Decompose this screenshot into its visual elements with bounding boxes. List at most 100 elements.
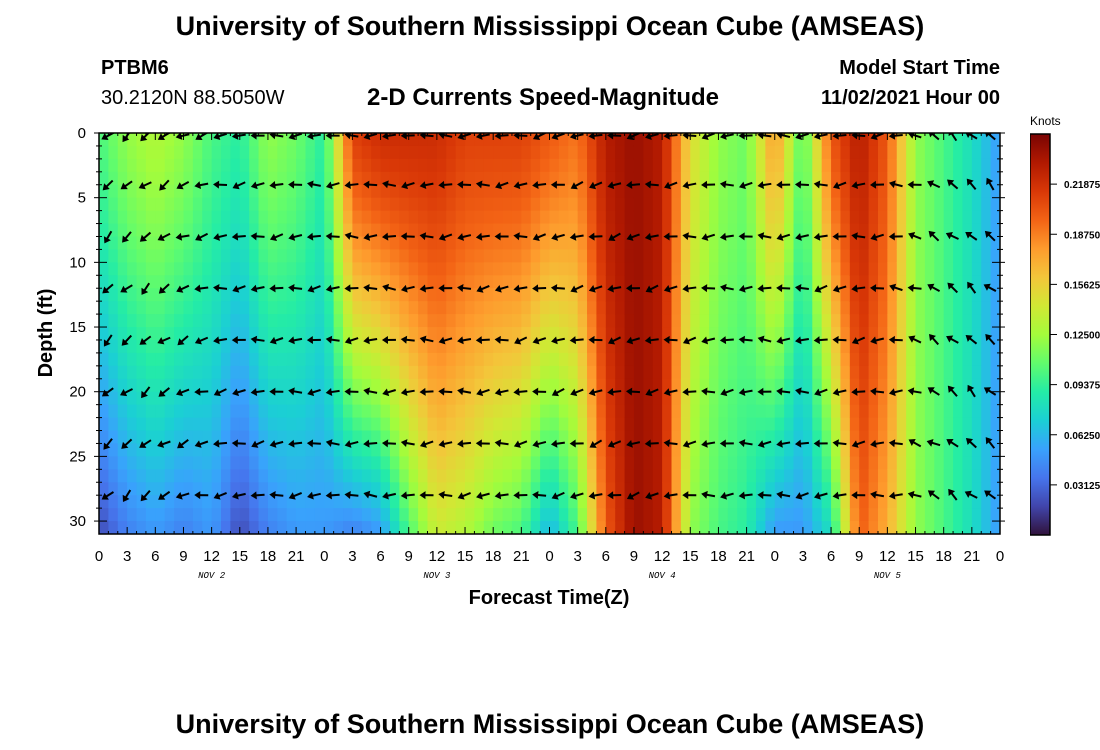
heatmap-cell	[849, 184, 860, 199]
heatmap-cell	[934, 352, 945, 367]
heatmap-cell	[633, 197, 644, 212]
heatmap-cell	[624, 495, 635, 509]
current-arrow-head	[570, 285, 578, 293]
heatmap-cell	[511, 508, 522, 522]
heatmap-cell	[455, 288, 466, 302]
heatmap-cell	[511, 378, 522, 393]
heatmap-cell	[558, 145, 569, 160]
heatmap-cell	[380, 404, 391, 419]
heatmap-cell	[249, 158, 260, 173]
heatmap-cell	[774, 443, 785, 457]
heatmap-cell	[465, 262, 476, 276]
heatmap-cell	[671, 327, 682, 341]
heatmap-cell	[192, 469, 203, 483]
current-arrow	[307, 388, 321, 397]
heatmap-cell	[896, 171, 907, 186]
heatmap-cell	[746, 495, 757, 509]
heatmap-cell	[483, 365, 494, 380]
heatmap-cell	[333, 236, 344, 251]
heatmap-cell	[549, 456, 560, 470]
heatmap-cell	[436, 521, 447, 534]
heatmap-cell	[267, 508, 278, 522]
heatmap-cell	[333, 327, 344, 341]
heatmap-cell	[896, 339, 907, 354]
heatmap-cell	[521, 327, 532, 341]
heatmap-cell	[680, 275, 691, 289]
heatmap-cell	[418, 482, 429, 496]
current-arrow-head	[213, 284, 220, 292]
heatmap-cell	[314, 197, 325, 212]
heatmap-cell	[831, 184, 842, 199]
current-arrow-head	[929, 333, 936, 342]
heatmap-cell	[802, 327, 813, 341]
heatmap-cell	[774, 301, 785, 315]
heatmap-cell	[849, 365, 860, 380]
heatmap-cell	[371, 339, 382, 354]
heatmap-cell	[361, 508, 372, 522]
heatmap-cell	[680, 223, 691, 238]
heatmap-cell	[924, 133, 935, 147]
heatmap-cell	[690, 145, 701, 160]
current-arrow-head	[607, 387, 614, 396]
heatmap-cell	[493, 301, 504, 315]
heatmap-cell	[887, 521, 898, 534]
heatmap-cell	[840, 171, 851, 186]
heatmap-cell	[493, 249, 504, 263]
heatmap-cell	[727, 365, 738, 380]
current-arrow	[985, 437, 996, 449]
heatmap-cell	[108, 378, 119, 393]
heatmap-cell	[990, 145, 1000, 160]
heatmap-cell	[230, 456, 241, 470]
heatmap-cell	[831, 469, 842, 483]
heatmap-cell	[127, 469, 138, 483]
x-tick-label: 12	[203, 548, 220, 565]
current-arrow	[438, 387, 453, 396]
heatmap-cell	[774, 145, 785, 160]
heatmap-cell	[483, 301, 494, 315]
current-arrow-head	[738, 491, 746, 500]
heatmap-cell	[418, 521, 429, 534]
heatmap-cell	[202, 443, 213, 457]
heatmap-cell	[690, 339, 701, 354]
heatmap-cell	[436, 184, 447, 199]
heatmap-cell	[652, 288, 663, 302]
heatmap-cell	[117, 456, 128, 470]
heatmap-cell	[436, 249, 447, 263]
heatmap-cell	[727, 236, 738, 251]
heatmap-cell	[755, 339, 766, 354]
current-arrow	[400, 439, 415, 448]
heatmap-cell	[971, 236, 982, 251]
heatmap-cell	[615, 404, 626, 419]
heatmap-cell	[633, 223, 644, 238]
heatmap-cell	[352, 171, 363, 186]
heatmap-cell	[530, 417, 541, 432]
heatmap-cell	[399, 378, 410, 393]
heatmap-cell	[483, 508, 494, 522]
current-arrow-head	[701, 180, 708, 189]
heatmap-cell	[511, 145, 522, 160]
heatmap-cell	[296, 482, 307, 496]
current-arrow-head	[947, 385, 955, 393]
heatmap-cell	[511, 158, 522, 173]
heatmap-cell	[455, 456, 466, 470]
current-arrow-head	[269, 387, 276, 396]
current-arrow-head	[288, 180, 295, 189]
current-arrow-head	[832, 284, 840, 293]
current-arrow-head	[720, 133, 727, 140]
heatmap-cell	[680, 197, 691, 212]
heatmap-cell	[784, 456, 795, 470]
heatmap-cell	[221, 365, 231, 380]
current-arrow-head	[457, 387, 464, 396]
current-arrow-head	[757, 387, 764, 396]
current-arrow-head	[608, 337, 616, 345]
current-arrow	[231, 491, 246, 500]
heatmap-cell	[849, 482, 860, 496]
current-arrow-head	[985, 334, 993, 342]
heatmap-cell	[343, 236, 354, 251]
current-arrow-head	[325, 491, 332, 500]
current-arrow-head	[194, 181, 202, 190]
heatmap-cell	[906, 417, 917, 432]
current-arrow-head	[250, 335, 258, 344]
heatmap-cell	[924, 417, 935, 432]
heatmap-cell	[371, 171, 382, 186]
